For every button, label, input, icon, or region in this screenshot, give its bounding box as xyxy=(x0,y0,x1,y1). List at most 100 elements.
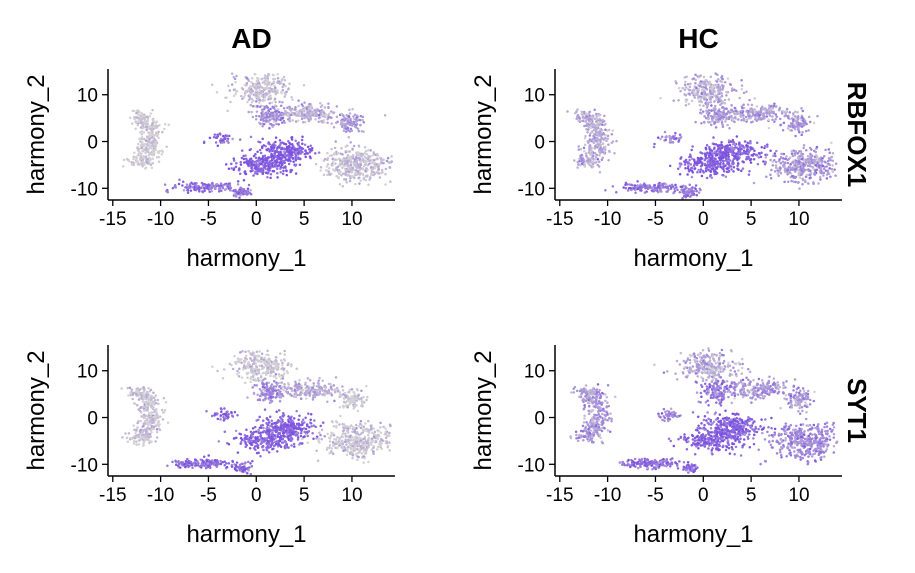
data-point xyxy=(749,110,752,113)
data-point xyxy=(730,168,733,171)
data-point xyxy=(266,110,269,113)
data-point xyxy=(279,153,283,157)
data-point xyxy=(651,186,655,190)
data-point xyxy=(186,184,189,187)
data-point xyxy=(826,159,830,163)
data-point xyxy=(255,350,259,353)
data-point xyxy=(583,116,587,119)
data-point xyxy=(279,165,283,168)
data-point xyxy=(712,142,716,146)
data-point xyxy=(588,134,592,137)
data-point xyxy=(364,178,368,182)
data-point xyxy=(249,357,252,360)
data-point xyxy=(294,139,297,142)
data-point xyxy=(335,115,339,119)
data-point xyxy=(256,393,259,397)
data-point xyxy=(242,367,245,371)
data-point xyxy=(599,135,603,138)
data-point xyxy=(586,131,589,134)
data-point xyxy=(160,408,164,412)
data-point xyxy=(211,365,214,368)
data-point xyxy=(244,91,248,94)
data-point xyxy=(801,109,805,113)
data-point xyxy=(134,431,137,435)
data-point xyxy=(826,169,830,172)
data-point xyxy=(290,111,294,115)
data-point xyxy=(679,136,682,140)
data-point xyxy=(375,162,379,166)
data-point xyxy=(213,133,217,136)
data-point xyxy=(639,183,642,186)
data-point xyxy=(615,190,618,194)
data-point xyxy=(828,151,831,155)
data-point xyxy=(157,151,161,155)
data-point xyxy=(135,388,139,392)
data-point xyxy=(680,188,683,192)
data-point xyxy=(294,164,297,167)
data-point xyxy=(129,391,132,394)
data-point xyxy=(255,79,259,83)
data-point xyxy=(335,105,339,108)
data-point xyxy=(280,393,284,396)
data-point xyxy=(634,186,638,189)
x-axis-title: harmony_1 xyxy=(186,245,306,272)
data-point xyxy=(132,424,135,427)
data-point xyxy=(573,159,576,162)
data-point xyxy=(342,164,345,168)
data-point xyxy=(753,109,756,113)
data-point xyxy=(707,114,710,117)
data-point xyxy=(787,180,790,184)
data-point xyxy=(602,132,605,136)
data-point xyxy=(150,411,154,414)
data-point xyxy=(252,391,256,395)
data-point xyxy=(727,139,731,142)
data-point xyxy=(288,145,291,149)
data-point xyxy=(650,189,654,192)
data-point xyxy=(581,157,585,160)
data-point xyxy=(165,145,168,149)
data-point xyxy=(278,139,282,142)
data-point xyxy=(594,112,598,116)
data-point xyxy=(703,115,706,118)
data-point xyxy=(361,168,365,171)
data-point xyxy=(121,436,124,439)
data-point xyxy=(264,159,268,162)
data-point xyxy=(258,141,262,144)
data-point xyxy=(135,156,138,160)
data-point xyxy=(696,171,699,174)
data-point xyxy=(256,377,260,380)
data-point xyxy=(345,113,348,117)
data-point xyxy=(252,358,256,361)
data-point xyxy=(710,149,714,152)
data-point xyxy=(687,102,691,106)
data-point xyxy=(794,117,797,120)
data-point xyxy=(347,136,351,139)
data-point xyxy=(727,153,730,156)
data-point xyxy=(800,154,803,157)
data-point xyxy=(703,121,706,124)
data-point xyxy=(274,361,278,364)
data-point xyxy=(739,115,743,119)
data-point xyxy=(219,182,223,185)
data-point xyxy=(611,129,615,132)
data-point xyxy=(706,110,709,114)
data-point xyxy=(283,153,287,157)
data-point xyxy=(689,82,692,85)
data-point xyxy=(351,107,354,111)
data-point xyxy=(804,168,808,172)
data-point xyxy=(741,152,745,155)
data-point xyxy=(224,187,228,191)
data-point xyxy=(304,149,307,152)
data-point xyxy=(706,164,710,167)
data-point xyxy=(174,186,177,189)
data-point xyxy=(235,161,238,165)
data-point xyxy=(218,132,222,135)
data-point xyxy=(226,140,230,143)
data-point xyxy=(797,173,800,177)
data-point xyxy=(595,161,598,164)
data-point xyxy=(261,110,264,113)
data-point xyxy=(331,160,335,163)
data-point xyxy=(322,173,326,177)
data-point xyxy=(346,161,349,165)
data-point xyxy=(591,116,594,120)
